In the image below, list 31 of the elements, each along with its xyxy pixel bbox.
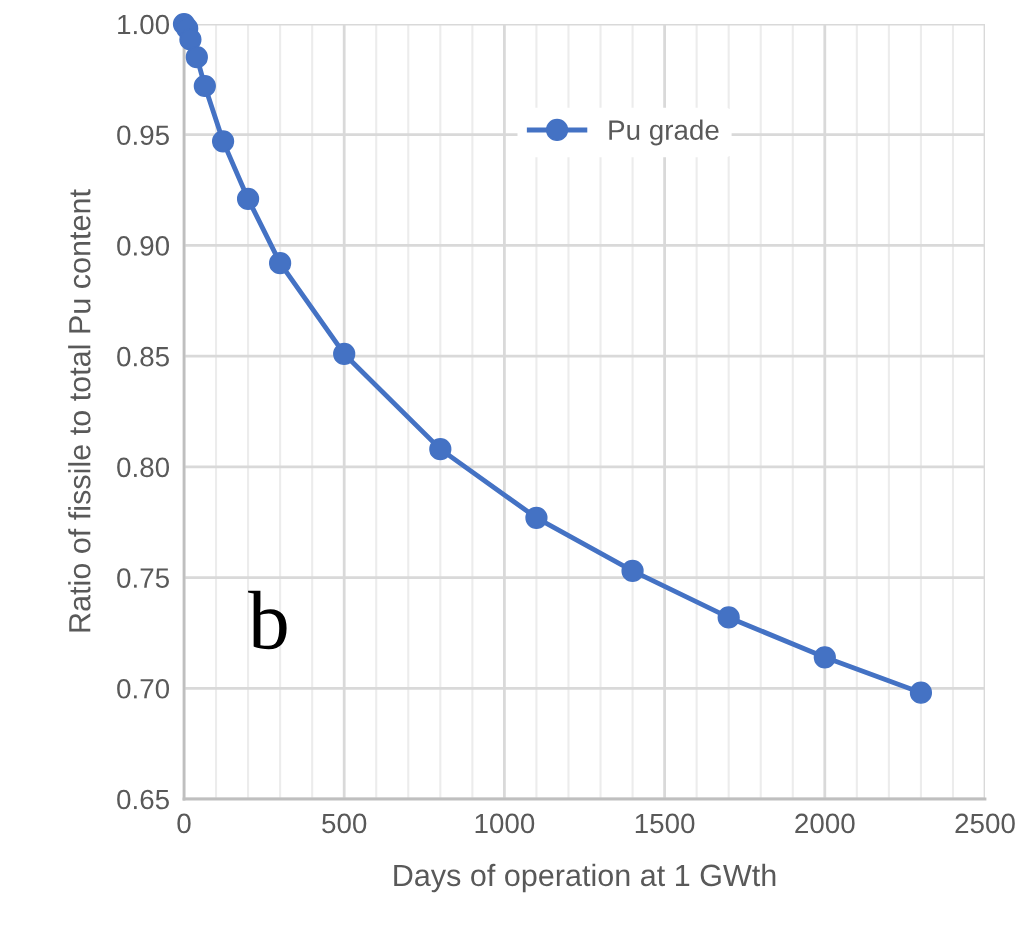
x-tick-label: 2000 <box>795 813 855 834</box>
y-tick-label: 0.85 <box>117 346 169 367</box>
y-tick-label: 0.80 <box>117 457 170 478</box>
point <box>429 438 452 461</box>
point <box>525 506 548 529</box>
point <box>813 646 836 669</box>
x-tick-label: 2500 <box>955 813 1015 834</box>
point <box>193 74 216 98</box>
y-tick-label: 0.70 <box>117 678 170 699</box>
point <box>179 28 202 51</box>
point <box>236 187 260 211</box>
y-tick-label: 1.00 <box>118 14 170 35</box>
x-tick-label: 500 <box>322 813 367 834</box>
point <box>185 46 208 69</box>
annotation: b <box>248 590 287 650</box>
point <box>909 681 933 704</box>
y-tick-label: 0.95 <box>117 125 169 146</box>
y-tick-label: 0.75 <box>117 568 169 588</box>
y-axis-title: Ratio of fissile to total Pu content <box>68 189 91 632</box>
point <box>621 559 644 583</box>
legend-label: Pu grade <box>609 119 719 146</box>
point <box>717 606 740 629</box>
x-tick-label: 1000 <box>475 813 535 834</box>
point <box>333 342 356 366</box>
y-tick-label: 0.90 <box>117 236 170 256</box>
x-axis-title: Days of operation at 1 GWth <box>394 863 776 893</box>
y-tick-label: 0.65 <box>117 789 169 810</box>
point <box>269 252 292 275</box>
point <box>211 130 235 153</box>
x-tick-label: 0 <box>177 813 191 834</box>
x-tick-label: 1500 <box>635 813 695 834</box>
